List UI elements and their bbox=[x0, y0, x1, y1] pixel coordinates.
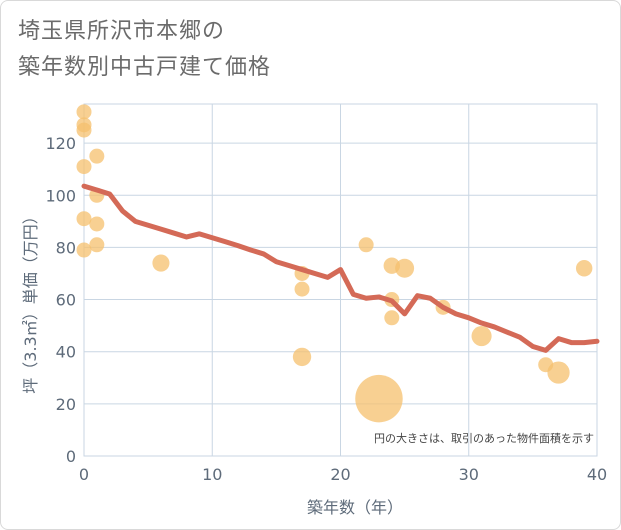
y-tick-label: 80 bbox=[56, 238, 76, 257]
x-tick-label: 10 bbox=[202, 465, 222, 484]
data-bubble bbox=[294, 281, 310, 297]
data-bubble bbox=[89, 237, 105, 253]
data-bubble bbox=[76, 104, 92, 120]
data-bubble bbox=[152, 254, 170, 272]
data-bubble bbox=[89, 148, 105, 164]
data-bubble bbox=[292, 347, 312, 367]
data-bubble bbox=[89, 216, 105, 232]
y-tick-label: 20 bbox=[56, 395, 76, 414]
x-tick-label: 30 bbox=[459, 465, 479, 484]
y-tick-label: 120 bbox=[45, 134, 76, 153]
size-note: 円の大きさは、取引のあった物件面積を示す bbox=[374, 431, 594, 445]
data-bubble bbox=[76, 242, 92, 258]
chart-title-line-1: 埼玉県所沢市本郷の bbox=[18, 19, 226, 44]
bubble-layer bbox=[76, 104, 593, 423]
data-bubble bbox=[358, 237, 374, 253]
grid-lines bbox=[83, 103, 598, 457]
data-bubble bbox=[76, 211, 92, 227]
x-axis-label: 築年数（年） bbox=[307, 498, 403, 517]
data-bubble bbox=[471, 325, 492, 347]
y-tick-label: 0 bbox=[66, 447, 76, 466]
trend-layer bbox=[81, 183, 600, 353]
data-bubble bbox=[76, 159, 92, 175]
y-tick-label: 60 bbox=[56, 291, 76, 310]
y-axis-label: 坪（3.3㎡）単価（万円） bbox=[21, 208, 40, 393]
chart-title-line-2: 築年数別中古戸建て価格 bbox=[18, 55, 272, 80]
chart-title: 埼玉県所沢市本郷の 築年数別中古戸建て価格 bbox=[18, 14, 271, 86]
x-tick-label: 40 bbox=[587, 465, 607, 484]
data-bubble bbox=[355, 374, 403, 423]
data-bubble bbox=[384, 310, 400, 326]
x-tick-label: 0 bbox=[79, 465, 89, 484]
data-bubble bbox=[395, 258, 415, 278]
data-bubble bbox=[575, 260, 593, 277]
data-bubble bbox=[547, 361, 570, 384]
y-tick-label: 100 bbox=[45, 186, 76, 205]
trend-line bbox=[81, 183, 600, 353]
tick-labels: 0 20 40 60 80 100 120 0 10 20 30 40 bbox=[45, 134, 607, 484]
y-tick-label: 40 bbox=[56, 343, 76, 362]
x-tick-label: 20 bbox=[330, 465, 350, 484]
data-bubble bbox=[76, 122, 92, 138]
